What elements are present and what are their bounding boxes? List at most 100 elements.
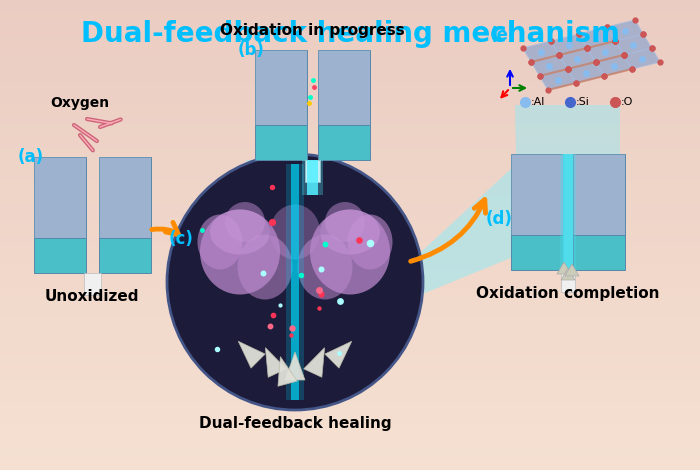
Bar [0, 381, 700, 385]
Polygon shape [531, 55, 568, 76]
Polygon shape [278, 357, 298, 386]
Polygon shape [565, 264, 579, 276]
Bar [0, 357, 700, 362]
Text: Oxidation completion: Oxidation completion [476, 286, 659, 301]
Bar [0, 324, 700, 329]
Bar [291, 164, 299, 400]
Bar [286, 164, 304, 400]
Bar [0, 38, 700, 42]
Bar [0, 376, 700, 381]
Bar [0, 432, 700, 437]
Text: :Si: :Si [576, 97, 590, 107]
Polygon shape [511, 235, 563, 270]
Bar [0, 155, 700, 160]
Bar [0, 367, 700, 371]
Polygon shape [318, 50, 370, 125]
Ellipse shape [347, 214, 393, 269]
Polygon shape [265, 348, 286, 377]
Bar [0, 418, 700, 423]
Bar [0, 89, 700, 94]
Bar [0, 179, 700, 183]
Bar [0, 150, 700, 155]
Polygon shape [540, 69, 576, 90]
Bar [0, 442, 700, 446]
Bar [0, 221, 700, 226]
Bar [0, 14, 700, 19]
Polygon shape [615, 34, 652, 55]
Bar [0, 254, 700, 258]
Bar [0, 183, 700, 188]
Bar [0, 52, 700, 56]
Bar [0, 197, 700, 202]
Text: (c): (c) [169, 230, 194, 248]
Bar [0, 451, 700, 456]
Bar [0, 226, 700, 230]
Bar [0, 423, 700, 428]
Polygon shape [285, 352, 305, 380]
Bar [0, 249, 700, 254]
Bar [0, 235, 700, 240]
Bar [0, 348, 700, 352]
Polygon shape [607, 20, 643, 41]
Polygon shape [34, 157, 85, 238]
Polygon shape [245, 160, 345, 195]
Bar [0, 446, 700, 451]
Text: (b): (b) [238, 41, 265, 59]
Bar [0, 320, 700, 324]
Bar [0, 174, 700, 179]
Text: Dual-feedback healing mechanism: Dual-feedback healing mechanism [80, 20, 620, 48]
Bar [0, 282, 700, 287]
Polygon shape [587, 41, 624, 62]
Bar [0, 428, 700, 432]
Bar [0, 127, 700, 132]
Bar [0, 146, 700, 150]
Bar [0, 258, 700, 263]
Text: :Al: :Al [531, 97, 545, 107]
Text: Oxidation in progress: Oxidation in progress [220, 23, 405, 38]
Bar [0, 437, 700, 442]
Polygon shape [573, 154, 625, 235]
Bar [0, 404, 700, 409]
Bar [0, 296, 700, 301]
Ellipse shape [197, 214, 242, 269]
Bar [563, 154, 573, 270]
Bar [0, 19, 700, 24]
Bar [0, 136, 700, 141]
Ellipse shape [325, 202, 365, 242]
Polygon shape [318, 125, 370, 160]
Bar [0, 132, 700, 136]
Bar [0, 70, 700, 75]
Bar [0, 207, 700, 212]
Bar [0, 329, 700, 334]
Bar [0, 164, 700, 169]
Bar [0, 371, 700, 376]
Bar [0, 315, 700, 320]
Polygon shape [238, 341, 265, 368]
Bar [0, 291, 700, 296]
Text: (e): (e) [490, 26, 517, 44]
Bar [304, 160, 319, 182]
Ellipse shape [210, 210, 270, 254]
Polygon shape [255, 50, 307, 125]
Bar [0, 94, 700, 99]
Polygon shape [624, 48, 660, 69]
Polygon shape [573, 154, 625, 235]
Polygon shape [596, 55, 632, 76]
Bar [0, 409, 700, 414]
Bar [0, 400, 700, 404]
Polygon shape [557, 262, 571, 274]
Bar [0, 66, 700, 70]
Polygon shape [255, 125, 307, 160]
Circle shape [167, 154, 423, 410]
Bar [0, 306, 700, 310]
Bar [0, 334, 700, 338]
Bar [0, 169, 700, 174]
Bar [0, 240, 700, 244]
Bar [561, 270, 575, 292]
Bar [0, 301, 700, 306]
Ellipse shape [298, 235, 353, 299]
Bar [0, 80, 700, 85]
Ellipse shape [200, 210, 280, 295]
Bar [0, 9, 700, 14]
Bar [307, 160, 318, 195]
